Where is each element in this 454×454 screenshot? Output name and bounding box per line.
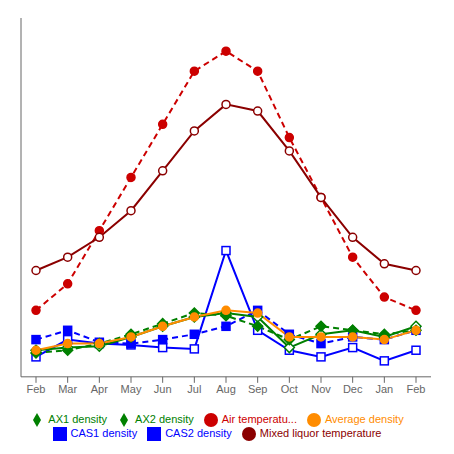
svg-text:Oct: Oct [281, 383, 298, 395]
html-text:Average density: Average density [325, 412, 404, 425]
svg-text:Aug: Aug [216, 383, 236, 395]
svg-text:Feb: Feb [407, 383, 426, 395]
html-text:AX1 density: AX1 density [48, 412, 107, 425]
svg-text:Dec: Dec [343, 383, 363, 395]
svg-text:Jan: Jan [375, 383, 393, 395]
svg-text:Sep: Sep [248, 383, 268, 395]
svg-text:Apr: Apr [91, 383, 108, 395]
svg-text:May: May [121, 383, 142, 395]
html-text:AX2 density: AX2 density [135, 412, 194, 425]
svg-text:Jun: Jun [154, 383, 172, 395]
html-text:CAS1 density: CAS1 density [70, 426, 138, 439]
svg-text:Mar: Mar [58, 383, 77, 395]
html-text:CAS2 density: CAS2 density [165, 426, 232, 439]
svg-text:Jul: Jul [187, 383, 201, 395]
html-text:Mixed liquor temperature: Mixed liquor temperature [259, 426, 382, 439]
svg-text:Nov: Nov [311, 383, 331, 395]
svg-text:Feb: Feb [27, 383, 46, 395]
html-text:Air temperatu...: Air temperatu... [221, 412, 297, 425]
